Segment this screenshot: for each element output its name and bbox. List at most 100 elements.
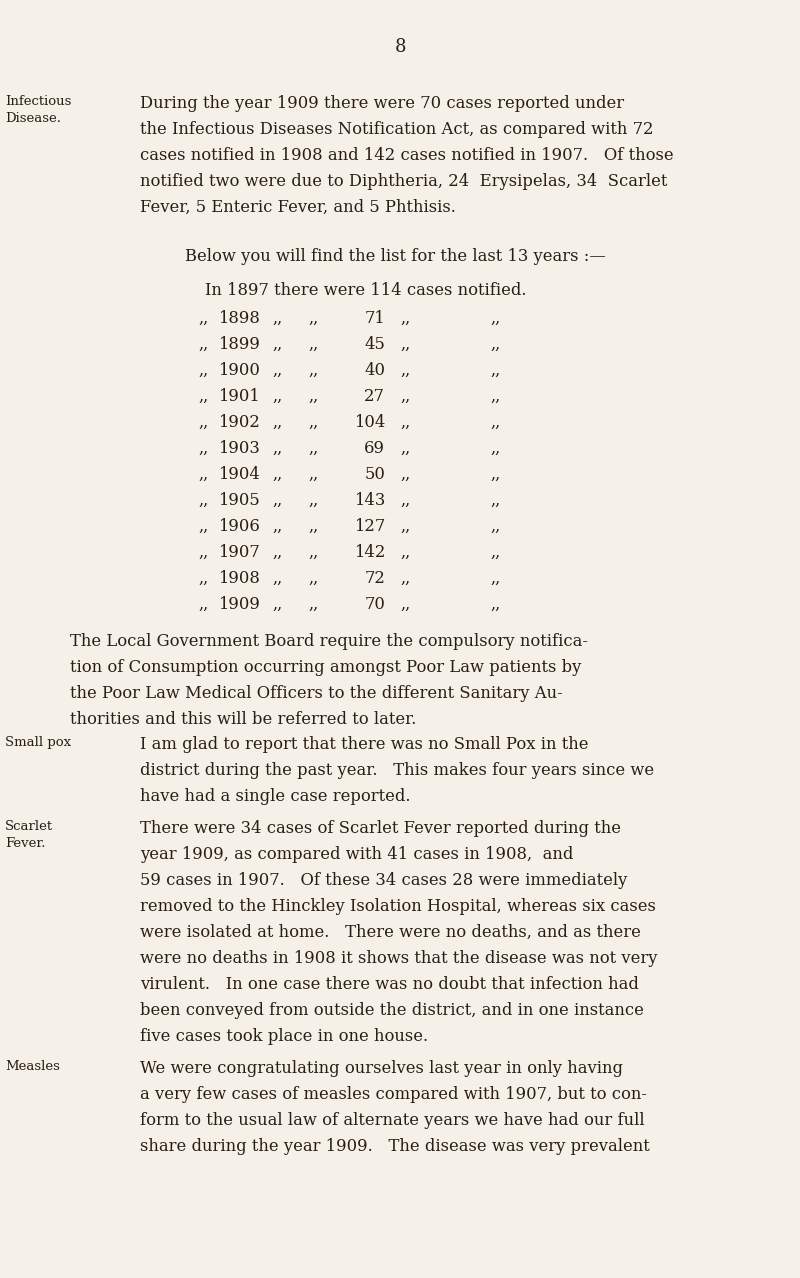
Text: ,,: ,, xyxy=(400,362,410,380)
Text: ,,: ,, xyxy=(490,336,500,353)
Text: ,,: ,, xyxy=(308,544,318,561)
Text: ,,: ,, xyxy=(198,362,208,380)
Text: Small pox: Small pox xyxy=(5,736,71,749)
Text: 71: 71 xyxy=(364,311,385,327)
Text: ,,: ,, xyxy=(272,336,282,353)
Text: There were 34 cases of Scarlet Fever reported during the: There were 34 cases of Scarlet Fever rep… xyxy=(140,820,621,837)
Text: ,,: ,, xyxy=(272,570,282,587)
Text: During the year 1909 there were 70 cases reported under: During the year 1909 there were 70 cases… xyxy=(140,95,624,112)
Text: ,,: ,, xyxy=(308,518,318,535)
Text: 1905: 1905 xyxy=(218,492,260,509)
Text: ,,: ,, xyxy=(308,362,318,380)
Text: ,,: ,, xyxy=(272,544,282,561)
Text: 1904: 1904 xyxy=(218,466,260,483)
Text: year 1909, as compared with 41 cases in 1908,  and: year 1909, as compared with 41 cases in … xyxy=(140,846,574,863)
Text: 27: 27 xyxy=(364,389,385,405)
Text: ,,: ,, xyxy=(490,389,500,405)
Text: 1903: 1903 xyxy=(218,440,260,458)
Text: ,,: ,, xyxy=(272,440,282,458)
Text: were no deaths in 1908 it shows that the disease was not very: were no deaths in 1908 it shows that the… xyxy=(140,950,658,967)
Text: 59 cases in 1907.   Of these 34 cases 28 were immediately: 59 cases in 1907. Of these 34 cases 28 w… xyxy=(140,872,627,889)
Text: district during the past year.   This makes four years since we: district during the past year. This make… xyxy=(140,762,654,780)
Text: ,,: ,, xyxy=(400,440,410,458)
Text: ,,: ,, xyxy=(272,311,282,327)
Text: ,,: ,, xyxy=(490,362,500,380)
Text: were isolated at home.   There were no deaths, and as there: were isolated at home. There were no dea… xyxy=(140,924,641,941)
Text: ,,: ,, xyxy=(272,414,282,431)
Text: 143: 143 xyxy=(354,492,385,509)
Text: ,,: ,, xyxy=(198,414,208,431)
Text: ,,: ,, xyxy=(198,389,208,405)
Text: ,,: ,, xyxy=(198,518,208,535)
Text: ,,: ,, xyxy=(490,544,500,561)
Text: ,,: ,, xyxy=(490,466,500,483)
Text: ,,: ,, xyxy=(198,544,208,561)
Text: 50: 50 xyxy=(364,466,385,483)
Text: ,,: ,, xyxy=(400,389,410,405)
Text: ,,: ,, xyxy=(400,414,410,431)
Text: 104: 104 xyxy=(354,414,385,431)
Text: Fever, 5 Enteric Fever, and 5 Phthisis.: Fever, 5 Enteric Fever, and 5 Phthisis. xyxy=(140,199,456,216)
Text: been conveyed from outside the district, and in one instance: been conveyed from outside the district,… xyxy=(140,1002,644,1019)
Text: ,,: ,, xyxy=(308,596,318,613)
Text: Below you will find the list for the last 13 years :—: Below you will find the list for the las… xyxy=(185,248,606,265)
Text: ,,: ,, xyxy=(272,389,282,405)
Text: 1902: 1902 xyxy=(218,414,260,431)
Text: ,,: ,, xyxy=(308,466,318,483)
Text: The Local Government Board require the compulsory notifica-: The Local Government Board require the c… xyxy=(70,633,588,651)
Text: ,,: ,, xyxy=(400,466,410,483)
Text: ,,: ,, xyxy=(198,311,208,327)
Text: Scarlet
Fever.: Scarlet Fever. xyxy=(5,820,53,850)
Text: ,,: ,, xyxy=(308,570,318,587)
Text: ,,: ,, xyxy=(490,311,500,327)
Text: ,,: ,, xyxy=(198,466,208,483)
Text: ,,: ,, xyxy=(308,311,318,327)
Text: thorities and this will be referred to later.: thorities and this will be referred to l… xyxy=(70,711,416,728)
Text: ,,: ,, xyxy=(400,570,410,587)
Text: five cases took place in one house.: five cases took place in one house. xyxy=(140,1028,428,1045)
Text: ,,: ,, xyxy=(490,570,500,587)
Text: Infectious
Disease.: Infectious Disease. xyxy=(5,95,71,125)
Text: ,,: ,, xyxy=(198,336,208,353)
Text: Measles: Measles xyxy=(5,1059,60,1074)
Text: 1907: 1907 xyxy=(218,544,260,561)
Text: ,,: ,, xyxy=(272,362,282,380)
Text: 69: 69 xyxy=(364,440,385,458)
Text: ,,: ,, xyxy=(308,414,318,431)
Text: 1901: 1901 xyxy=(218,389,260,405)
Text: ,,: ,, xyxy=(272,596,282,613)
Text: form to the usual law of alternate years we have had our full: form to the usual law of alternate years… xyxy=(140,1112,645,1128)
Text: ,,: ,, xyxy=(490,492,500,509)
Text: have had a single case reported.: have had a single case reported. xyxy=(140,789,410,805)
Text: ,,: ,, xyxy=(400,544,410,561)
Text: 1898: 1898 xyxy=(218,311,260,327)
Text: 1899: 1899 xyxy=(218,336,260,353)
Text: I am glad to report that there was no Small Pox in the: I am glad to report that there was no Sm… xyxy=(140,736,589,753)
Text: removed to the Hinckley Isolation Hospital, whereas six cases: removed to the Hinckley Isolation Hospit… xyxy=(140,898,656,915)
Text: ,,: ,, xyxy=(490,440,500,458)
Text: ,,: ,, xyxy=(490,518,500,535)
Text: ,,: ,, xyxy=(490,414,500,431)
Text: 142: 142 xyxy=(354,544,385,561)
Text: a very few cases of measles compared with 1907, but to con-: a very few cases of measles compared wit… xyxy=(140,1086,647,1103)
Text: ,,: ,, xyxy=(198,570,208,587)
Text: ,,: ,, xyxy=(198,596,208,613)
Text: 1900: 1900 xyxy=(218,362,260,380)
Text: virulent.   In one case there was no doubt that infection had: virulent. In one case there was no doubt… xyxy=(140,976,639,993)
Text: ,,: ,, xyxy=(272,492,282,509)
Text: ,,: ,, xyxy=(198,492,208,509)
Text: In 1897 there were 114 cases notified.: In 1897 there were 114 cases notified. xyxy=(205,282,526,299)
Text: ,,: ,, xyxy=(272,466,282,483)
Text: ,,: ,, xyxy=(198,440,208,458)
Text: tion of Consumption occurring amongst Poor Law patients by: tion of Consumption occurring amongst Po… xyxy=(70,659,582,676)
Text: cases notified in 1908 and 142 cases notified in 1907.   Of those: cases notified in 1908 and 142 cases not… xyxy=(140,147,674,164)
Text: the Infectious Diseases Notification Act, as compared with 72: the Infectious Diseases Notification Act… xyxy=(140,121,654,138)
Text: ,,: ,, xyxy=(400,596,410,613)
Text: 1908: 1908 xyxy=(218,570,260,587)
Text: 8: 8 xyxy=(394,38,406,56)
Text: ,,: ,, xyxy=(400,336,410,353)
Text: 1909: 1909 xyxy=(218,596,260,613)
Text: 127: 127 xyxy=(354,518,385,535)
Text: ,,: ,, xyxy=(400,492,410,509)
Text: ,,: ,, xyxy=(400,518,410,535)
